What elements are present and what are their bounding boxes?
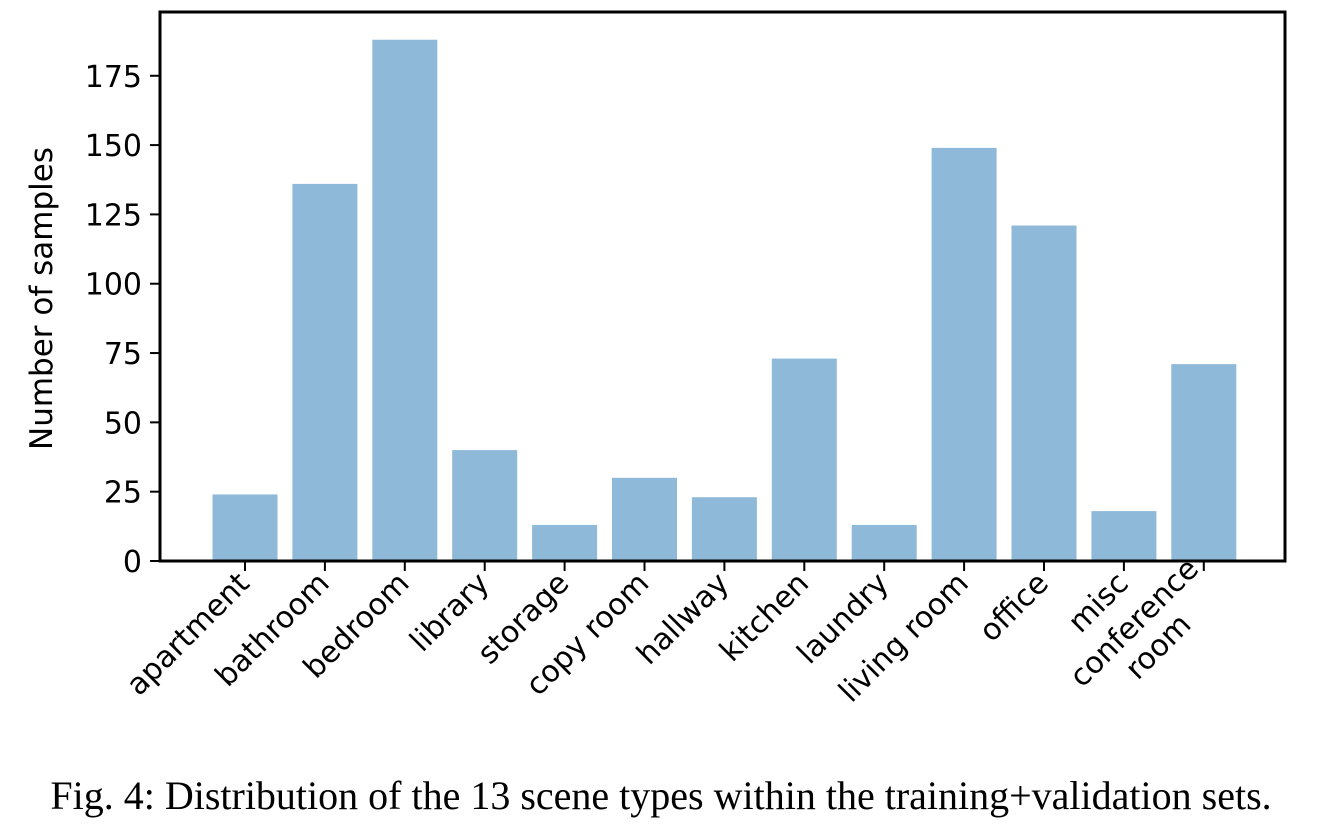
bar-storage — [532, 524, 598, 561]
y-axis: 0 25 50 75 100 125 150 175 — [85, 60, 160, 580]
bar-hallway — [691, 497, 757, 561]
bar-library — [452, 450, 518, 561]
y-tick-label: 125 — [85, 198, 142, 233]
bar-laundry — [851, 524, 917, 561]
y-tick-label: 0 — [123, 545, 142, 580]
bar-apartment — [212, 494, 278, 561]
plot-frame — [158, 10, 1287, 563]
y-axis-label: Number of samples — [24, 147, 60, 450]
y-tick-label: 50 — [104, 406, 142, 441]
y-tick-label: 175 — [85, 60, 142, 95]
x-tick-label: office — [973, 566, 1056, 649]
y-tick-label: 25 — [104, 476, 142, 511]
y-tick-label: 150 — [85, 129, 142, 164]
x-axis: apartmentbathroombedroomlibrarystorageco… — [120, 551, 1206, 709]
bar-copy-room — [612, 477, 677, 561]
bar-conference-room — [1171, 364, 1237, 561]
y-tick-label: 100 — [85, 268, 142, 303]
bars-group — [212, 39, 1237, 561]
bar-office — [1011, 225, 1077, 561]
bar-living-room — [931, 147, 997, 561]
bar-misc — [1091, 511, 1157, 561]
bar-kitchen — [771, 358, 837, 561]
bar-bathroom — [292, 183, 358, 561]
y-tick-label: 75 — [104, 337, 142, 372]
bar-bedroom — [372, 39, 438, 561]
bar-chart: 0 25 50 75 100 125 150 175 apartmentbathroombed… — [24, 10, 1287, 709]
figure-caption: Fig. 4: Distribution of the 13 scene typ… — [50, 773, 1272, 818]
